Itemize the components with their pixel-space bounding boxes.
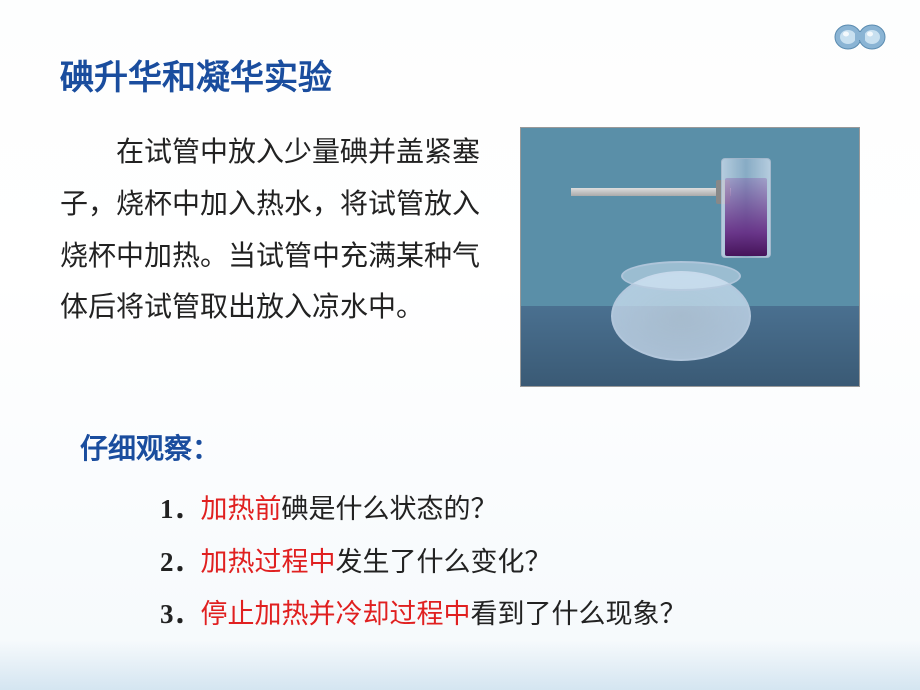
question-highlight: 加热过程中: [201, 547, 336, 577]
question-highlight: 加热前: [201, 494, 282, 524]
lab-scene-illustration: [521, 128, 859, 386]
question-highlight: 停止加热并冷却过程中: [201, 599, 471, 629]
question-3: 3．停止加热并冷却过程中看到了什么现象？: [160, 590, 860, 639]
content-row: 在试管中放入少量碘并盖紧塞子，烧杯中加入热水，将试管放入烧杯中加热。当试管中充满…: [60, 127, 860, 387]
experiment-description: 在试管中放入少量碘并盖紧塞子，烧杯中加入热水，将试管放入烧杯中加热。当试管中充满…: [60, 127, 500, 387]
question-number: 2．: [160, 547, 201, 577]
question-text: 发生了什么变化？: [336, 547, 552, 577]
experiment-photo: [520, 127, 860, 387]
slide-title: 碘升华和凝华实验: [60, 50, 860, 99]
question-list: 1．加热前碘是什么状态的？ 2．加热过程中发生了什么变化？ 3．停止加热并冷却过…: [160, 485, 860, 639]
question-text: 看到了什么现象？: [471, 599, 687, 629]
bottom-gradient: [0, 640, 920, 690]
question-text: 碘是什么状态的？: [282, 494, 498, 524]
question-number: 3．: [160, 599, 201, 629]
observe-label: 仔细观察：: [80, 427, 860, 467]
question-2: 2．加热过程中发生了什么变化？: [160, 538, 860, 587]
slide-container: 碘升华和凝华实验 在试管中放入少量碘并盖紧塞子，烧杯中加入热水，将试管放入烧杯中…: [0, 0, 920, 690]
question-number: 1．: [160, 494, 201, 524]
binoculars-icon: [830, 12, 890, 52]
observation-section: 仔细观察： 1．加热前碘是什么状态的？ 2．加热过程中发生了什么变化？ 3．停止…: [80, 427, 860, 639]
question-1: 1．加热前碘是什么状态的？: [160, 485, 860, 534]
